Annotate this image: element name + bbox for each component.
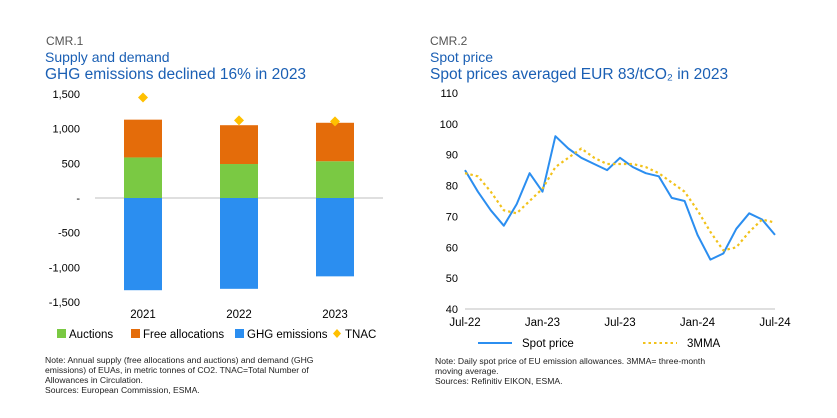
y-tick-label: -1,500: [49, 297, 80, 309]
y-tick-label: 40: [446, 304, 458, 316]
legend-swatch: [131, 329, 140, 338]
chart-code: CMR.1: [46, 34, 84, 48]
note-line: Sources: European Commission, ESMA.: [45, 385, 200, 395]
legend-label: Spot price: [522, 338, 574, 350]
note-line: Allowances in Circulation.: [45, 375, 143, 385]
y-tick-label: 1,500: [52, 89, 80, 101]
legend-item: Spot price: [478, 338, 574, 350]
chart-note: Note: Annual supply (free allocations an…: [45, 355, 390, 395]
note-line: moving average.: [435, 366, 499, 376]
chart-note: Note: Daily spot price of EU emission al…: [435, 356, 805, 386]
y-tick-label: 1,000: [52, 124, 80, 136]
legend-label: GHG emissions: [247, 329, 328, 341]
legend-label: Auctions: [69, 329, 113, 341]
bar-auctions: [220, 164, 258, 198]
legend-item: GHG emissions: [235, 329, 328, 341]
bar-ghg-emissions: [220, 198, 258, 289]
note-line: emissions) of EUAs, in metric tonnes of …: [45, 365, 309, 375]
y-tick-label: -: [76, 193, 80, 205]
y-tick-label: -1,000: [49, 262, 80, 274]
y-tick-label: 110: [440, 88, 458, 100]
x-tick-label: Jul-24: [759, 317, 791, 329]
bar-ghg-emissions: [316, 198, 354, 277]
chart-subtitle: Spot price: [430, 49, 494, 65]
x-tick-label: Jan-24: [680, 317, 716, 329]
chart-code: CMR.2: [430, 34, 468, 48]
y-tick-label: 60: [446, 242, 458, 254]
x-tick-label: 2023: [322, 309, 348, 321]
bar-ghg-emissions: [124, 198, 162, 291]
x-tick-label: Jan-23: [525, 317, 560, 329]
y-tick-label: -500: [58, 228, 80, 240]
x-tick-label: 2022: [226, 309, 252, 321]
y-tick-label: 500: [62, 158, 80, 170]
chart-title: GHG emissions declined 16% in 2023: [45, 66, 307, 83]
legend-item: Free allocations: [131, 329, 224, 341]
chart-panel-supply-demand: CMR.1 Supply and demand GHG emissions de…: [0, 0, 418, 418]
x-tick-label: Jul-22: [449, 317, 480, 329]
bar-free-allocations: [124, 119, 162, 158]
bar-free-allocations: [220, 125, 258, 165]
bar-auctions: [316, 161, 354, 198]
legend-item: 3MMA: [643, 338, 721, 350]
x-tick-label: Jul-23: [604, 317, 635, 329]
legend-swatch: [235, 329, 244, 338]
legend-swatch: [333, 329, 341, 338]
tnac-marker: [234, 115, 244, 126]
series-line-spot-price: [464, 135, 776, 261]
chart-subtitle: Supply and demand: [45, 49, 170, 65]
legend-item: TNAC: [333, 329, 376, 341]
note-line: Sources: Refinitiv EIKON, ESMA.: [435, 376, 563, 386]
legend-label: Free allocations: [143, 329, 224, 341]
note-line: Note: Daily spot price of EU emission al…: [435, 356, 706, 366]
tnac-marker: [330, 116, 340, 127]
series-line-3mma: [464, 147, 776, 252]
tnac-marker: [138, 92, 148, 103]
chart-title: Spot prices averaged EUR 83/tCO₂ in 2023: [430, 66, 729, 83]
legend-label: TNAC: [345, 329, 376, 341]
note-line: Note: Annual supply (free allocations an…: [45, 355, 314, 365]
y-tick-label: 100: [440, 119, 458, 131]
chart-panel-spot-price: CMR.2 Spot price Spot prices averaged EU…: [418, 0, 837, 418]
y-tick-label: 50: [446, 273, 458, 285]
y-tick-label: 80: [446, 181, 458, 193]
bar-free-allocations: [316, 122, 354, 162]
line-chart: 40 50 60 70 80 90 100 110 Jul-22 Jan-23 Jul-23 Jan-…: [440, 88, 792, 350]
y-tick-label: 90: [446, 150, 458, 162]
legend-label: 3MMA: [687, 338, 721, 350]
bar-auctions: [124, 157, 162, 198]
x-tick-label: 2021: [130, 309, 156, 321]
legend-item: Auctions: [57, 329, 113, 341]
legend-swatch: [57, 329, 66, 338]
y-tick-label: 70: [446, 211, 458, 223]
